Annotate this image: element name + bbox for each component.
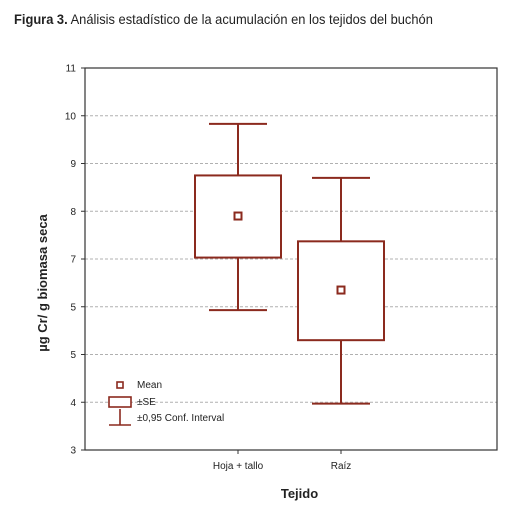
x-axis-ticks: Hoja + tallo Raíz (213, 450, 351, 472)
y-axis-title: µg Cr/ g biomasa seca (35, 213, 50, 351)
y-tick-label: 9 (70, 159, 76, 170)
box-series (194, 122, 385, 405)
y-tick-label: 3 (70, 446, 76, 457)
y-axis-ticks: 3 4 5 5 7 8 9 10 11 (65, 64, 85, 457)
y-tick-label: 4 (70, 398, 76, 409)
y-tick-label: 5 (70, 302, 76, 313)
figure-caption-text: Análisis estadístico de la acumulación e… (70, 11, 433, 27)
y-tick-label: 5 (70, 350, 76, 361)
legend-mean-marker (116, 381, 124, 389)
y-tick-label: 10 (65, 111, 77, 122)
se-box (297, 240, 385, 342)
legend-mean-label: Mean (137, 380, 162, 391)
x-tick-label: Raíz (331, 461, 352, 472)
mean-marker (233, 211, 243, 221)
legend-se-label: ±SE (137, 397, 156, 408)
figure-label: Figura 3. (14, 11, 68, 27)
legend-ci-label: ±0,95 Conf. Interval (137, 413, 224, 424)
legend-se-box (108, 396, 132, 408)
box-group (297, 176, 385, 405)
y-tick-label: 7 (70, 255, 76, 266)
legend: Mean ±SE ±0,95 Conf. Interval (108, 380, 224, 426)
y-tick-label: 11 (66, 64, 77, 75)
x-axis-title: Tejido (281, 486, 318, 501)
box-group (194, 122, 282, 312)
grid-lines (85, 115, 497, 403)
y-tick-label: 8 (70, 207, 76, 218)
mean-marker (336, 285, 346, 295)
figure-caption: Figura 3. Análisis estadístico de la acu… (14, 11, 433, 27)
x-tick-label: Hoja + tallo (213, 461, 264, 472)
